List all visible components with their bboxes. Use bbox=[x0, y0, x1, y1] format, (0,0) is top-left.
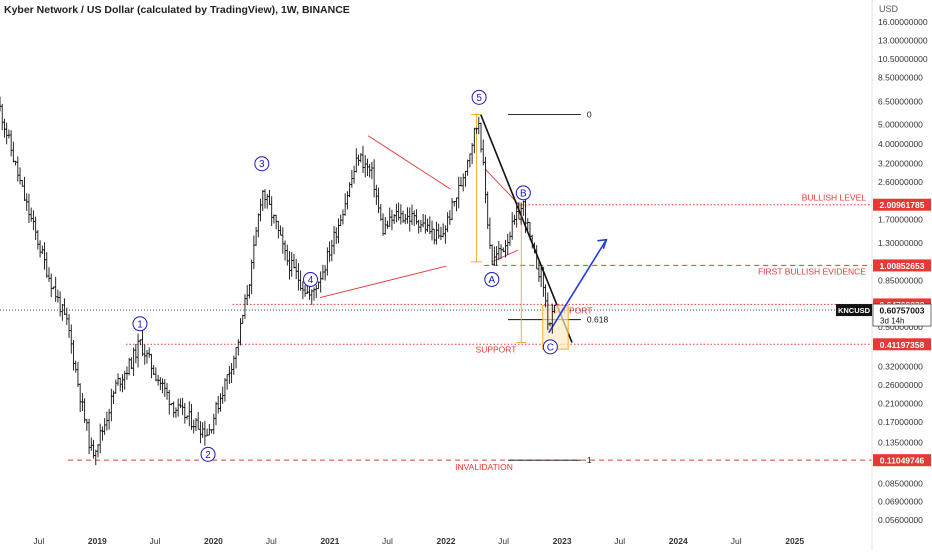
level-label-support-upper: SUPPORT bbox=[552, 305, 593, 315]
wave-label-circle-3 bbox=[254, 156, 270, 172]
price-tag-invalidation: 0.11049746 bbox=[880, 456, 925, 466]
time-tick-label: Jul bbox=[382, 536, 393, 546]
price-tag-bg-first-bullish-evidence bbox=[873, 259, 931, 272]
symbol-tag: KNCUSD bbox=[838, 306, 871, 315]
price-tag-support-lower: 0.41197358 bbox=[880, 340, 925, 350]
wave-label-3: 3 bbox=[259, 159, 265, 170]
fib-label: 0.618 bbox=[587, 315, 609, 325]
candles-layer bbox=[0, 96, 556, 466]
wave-label-C: C bbox=[547, 342, 554, 353]
symbol-tag-bg bbox=[836, 304, 872, 317]
time-tick-label: Jul bbox=[498, 536, 509, 546]
price-tick-label: 0.05600000 bbox=[878, 515, 923, 525]
wave4-trendline bbox=[319, 265, 447, 299]
price-tag-first-bullish-evidence: 1.00852653 bbox=[880, 261, 925, 271]
price-tick-label: 4.00000000 bbox=[878, 139, 923, 149]
price-tick-label: 16.00000000 bbox=[878, 17, 928, 27]
price-tick-label: 5.00000000 bbox=[878, 119, 923, 129]
price-tick-label: 13.00000000 bbox=[878, 35, 928, 45]
current-price-tag: 0.60757003 bbox=[880, 306, 925, 316]
price-tick-label: 0.21000000 bbox=[878, 399, 923, 409]
candle-countdown: 3d 14h bbox=[880, 317, 904, 326]
price-tick-label: 0.85000000 bbox=[878, 275, 923, 285]
time-tick-label: 2022 bbox=[437, 536, 456, 546]
wave-label-B: B bbox=[520, 188, 527, 199]
wave-label-circle-2 bbox=[200, 446, 216, 462]
wave-label-circle-A bbox=[484, 271, 500, 287]
price-tag-bullish-level: 2.00961785 bbox=[880, 200, 925, 210]
projection-arrowhead bbox=[597, 238, 608, 249]
downtrend-line bbox=[479, 114, 573, 343]
price-tick-label: 6.50000000 bbox=[878, 96, 923, 106]
fib-label: 1 bbox=[587, 455, 592, 465]
wave-label-2: 2 bbox=[205, 450, 211, 461]
time-tick-label: 2019 bbox=[88, 536, 107, 546]
time-axis[interactable]: Jul 2019 Jul 2020 Jul 2021 Jul 2022 Jul 2023 Jul 20… bbox=[33, 536, 804, 546]
price-tick-label: 1.70000000 bbox=[878, 214, 923, 224]
price-tick-label: 0.17000000 bbox=[878, 417, 923, 427]
price-tag-bg-invalidation bbox=[873, 454, 931, 467]
wave-label-5: 5 bbox=[476, 93, 482, 104]
price-tick-label: 0.50000000 bbox=[878, 322, 923, 332]
price-tick-label: 10.50000000 bbox=[878, 54, 928, 64]
projection-arrow bbox=[548, 239, 608, 334]
time-tick-label: 2024 bbox=[669, 536, 688, 546]
wave-label-circle-1 bbox=[132, 316, 148, 332]
time-tick-label: Jul bbox=[149, 536, 160, 546]
price-tick-label: 8.50000000 bbox=[878, 73, 923, 83]
fib-label: 0 bbox=[587, 109, 592, 119]
time-tick-label: Jul bbox=[731, 536, 742, 546]
time-tick-label: Jul bbox=[266, 536, 277, 546]
wave-label-circle-B bbox=[515, 185, 531, 201]
upper-trendline bbox=[367, 135, 451, 190]
time-tick-label: 2025 bbox=[785, 536, 804, 546]
price-tag-bg-bullish-level bbox=[873, 198, 931, 211]
wave-label-circle-C bbox=[542, 339, 558, 355]
levels-layer: BULLISH LEVEL FIRST BULLISH EVIDENCE SUPPO… bbox=[0, 193, 872, 472]
level-label-bullish-level: BULLISH LEVEL bbox=[802, 193, 867, 203]
time-tick-label: 2023 bbox=[553, 536, 572, 546]
wave-label-4: 4 bbox=[308, 275, 314, 286]
time-tick-label: 2020 bbox=[204, 536, 223, 546]
current-price-tag-bg bbox=[872, 303, 932, 327]
wave-label-circle-5 bbox=[471, 89, 487, 105]
wave-label-1: 1 bbox=[137, 319, 143, 330]
price-tick-label: 0.06900000 bbox=[878, 497, 923, 507]
waves-layer: 1 2 3 4 5 A B C bbox=[132, 89, 558, 462]
time-tick-label: 2021 bbox=[320, 536, 339, 546]
level-label-first-bullish-evidence: FIRST BULLISH EVIDENCE bbox=[758, 266, 866, 276]
time-tick-label: Jul bbox=[614, 536, 625, 546]
price-tick-label: 0.13500000 bbox=[878, 438, 923, 448]
price-tick-label: 0.26000000 bbox=[878, 380, 923, 390]
time-tick-label: Jul bbox=[33, 536, 44, 546]
price-tick-label: 0.08500000 bbox=[878, 478, 923, 488]
price-tick-label: 2.60000000 bbox=[878, 177, 923, 187]
price-tag-bg-support-lower bbox=[873, 338, 931, 351]
chart-title: Kyber Network / US Dollar (calculated by… bbox=[4, 4, 350, 16]
currency-label: USD bbox=[879, 4, 899, 14]
wave-label-A: A bbox=[488, 275, 495, 286]
level-label-support-lower: SUPPORT bbox=[476, 344, 517, 354]
price-tick-label: 3.20000000 bbox=[878, 159, 923, 169]
wave-label-circle-4 bbox=[302, 271, 318, 287]
level-label-invalidation: INVALIDATION bbox=[455, 462, 513, 472]
price-axis[interactable]: 16.00000000 13.00000000 10.50000000 8.50000… bbox=[878, 17, 928, 525]
price-tick-label: 1.30000000 bbox=[878, 238, 923, 248]
price-tick-label: 0.32000000 bbox=[878, 362, 923, 372]
price-tags-layer: 2.009617851.008526530.647682380.41197358… bbox=[836, 198, 932, 467]
